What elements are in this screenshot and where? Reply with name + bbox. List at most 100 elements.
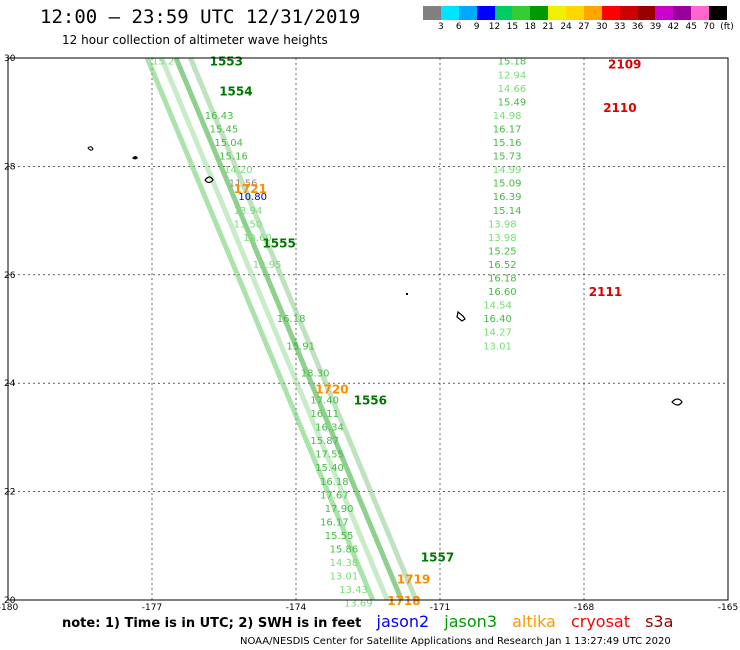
track-value: 10.80 xyxy=(238,192,267,203)
track-value: 14.20 xyxy=(224,165,253,176)
legend-label: 12 xyxy=(488,22,501,32)
pass-label: 1718 xyxy=(387,594,420,608)
legend-label: 6 xyxy=(455,22,462,32)
track-value: 14.98 xyxy=(493,111,522,122)
track-value: 16.40 xyxy=(483,314,512,325)
legend-label: 33 xyxy=(613,22,626,32)
altimeter-tracks xyxy=(144,57,419,601)
track-value: 16.18 xyxy=(277,314,306,325)
legend-label: 30 xyxy=(596,22,608,32)
x-tick-label: -174 xyxy=(286,603,307,613)
legend-label: 45 xyxy=(685,22,697,32)
legend-swatch xyxy=(440,6,459,20)
track-value: 15.18 xyxy=(498,57,527,68)
track-value: 13.98 xyxy=(488,233,517,244)
legend-label: 42 xyxy=(667,22,680,32)
islands xyxy=(87,146,683,406)
track-value: 18.30 xyxy=(301,368,330,379)
track-value: 17.90 xyxy=(325,504,354,515)
legend-swatch xyxy=(637,6,656,20)
track-value: 13.01 xyxy=(330,572,359,583)
legend-label: 3 xyxy=(438,22,444,32)
legend-swatch xyxy=(566,6,584,20)
x-tick-label: -177 xyxy=(142,603,162,613)
pass-label: 2109 xyxy=(608,57,641,71)
legend-label: 9 xyxy=(473,22,480,32)
legend-label: (ft) xyxy=(720,22,734,32)
legend-label: 21 xyxy=(542,22,554,32)
legend-swatch xyxy=(512,6,531,20)
sat-altika: altika xyxy=(512,612,556,631)
track-value: 14.54 xyxy=(483,301,512,312)
map-frame xyxy=(7,57,729,601)
track-line xyxy=(159,57,390,601)
track-value: 16.17 xyxy=(320,517,349,528)
track-value: 15.87 xyxy=(310,436,339,447)
track-value: 13.94 xyxy=(234,206,263,217)
sat-s3a: s3a xyxy=(645,612,674,631)
track-value: 13.69 xyxy=(344,599,373,610)
legend-swatch xyxy=(601,6,620,20)
track-value: 15.16 xyxy=(493,138,522,149)
track-value: 11.56 xyxy=(229,179,258,190)
legend-swatch xyxy=(494,6,513,20)
track-value: 15.86 xyxy=(330,545,359,556)
track-value: 15.73 xyxy=(493,152,522,163)
track-value: 15.04 xyxy=(214,138,243,149)
island-shape xyxy=(671,398,683,406)
legend-swatch xyxy=(619,6,638,20)
track-value: 16.18 xyxy=(488,274,517,285)
legend-swatch xyxy=(583,6,602,20)
track-value: 15.55 xyxy=(325,531,354,542)
track-value: 14.66 xyxy=(498,84,527,95)
x-tick-label: -168 xyxy=(574,603,595,613)
island-shape xyxy=(204,176,214,184)
track-line xyxy=(188,57,419,601)
x-tick-label: -180 xyxy=(0,603,18,613)
pass-label: 1719 xyxy=(397,572,430,586)
x-tick-label: -171 xyxy=(430,603,450,613)
y-tick-label: 28 xyxy=(4,162,16,172)
legend-swatch xyxy=(423,6,441,20)
map-subtitle: 12 hour collection of altimeter wave hei… xyxy=(62,33,328,47)
legend-label: 18 xyxy=(524,22,537,32)
pass-label: 1556 xyxy=(354,393,387,407)
track-value: 13.98 xyxy=(488,219,517,230)
y-tick-label: 22 xyxy=(4,488,15,498)
track-value: 15.21 xyxy=(152,57,181,68)
track-value: 14.99 xyxy=(493,165,522,176)
y-tick-label: 20 xyxy=(4,596,16,606)
island-shape xyxy=(406,293,408,295)
color-legend xyxy=(423,6,727,20)
pass-label: 1720 xyxy=(315,383,348,397)
track-value: 16.52 xyxy=(488,260,517,271)
track-line xyxy=(173,57,404,601)
pass-label: 1553 xyxy=(210,55,243,69)
footer-credit: NOAA/NESDIS Center for Satellite Applica… xyxy=(240,636,671,647)
legend-swatch xyxy=(673,6,692,20)
sat-jason3: jason3 xyxy=(444,612,497,631)
sat-jason2: jason2 xyxy=(376,612,430,631)
legend-swatch xyxy=(655,6,674,20)
legend-label: 24 xyxy=(560,22,572,32)
pass-label: 1554 xyxy=(219,85,252,99)
legend-swatch xyxy=(530,6,549,20)
legend-label: 39 xyxy=(649,22,662,32)
island-shape xyxy=(132,156,138,160)
note-row: note: 1) Time is in UTC; 2) SWH is in fe… xyxy=(62,612,683,631)
track-value: 13.60 xyxy=(243,233,272,244)
track-value: 15.91 xyxy=(286,341,315,352)
track-value: 15.25 xyxy=(488,246,517,257)
track-value: 16.60 xyxy=(488,287,517,298)
axis-ticks: -180 -177 -174 -171 -168 -165 30 28 26 24 22 20 xyxy=(0,54,738,613)
track-value: 15.14 xyxy=(493,206,522,217)
island-shape xyxy=(456,310,466,322)
track-value: 16.34 xyxy=(315,423,344,434)
legend-label: 27 xyxy=(578,22,590,32)
track-value: 16.11 xyxy=(310,409,339,420)
track-value: 17.40 xyxy=(310,395,339,406)
legend-label: 70 xyxy=(703,22,715,32)
legend-label: 36 xyxy=(631,22,644,32)
track-value: 17.55 xyxy=(315,450,344,461)
